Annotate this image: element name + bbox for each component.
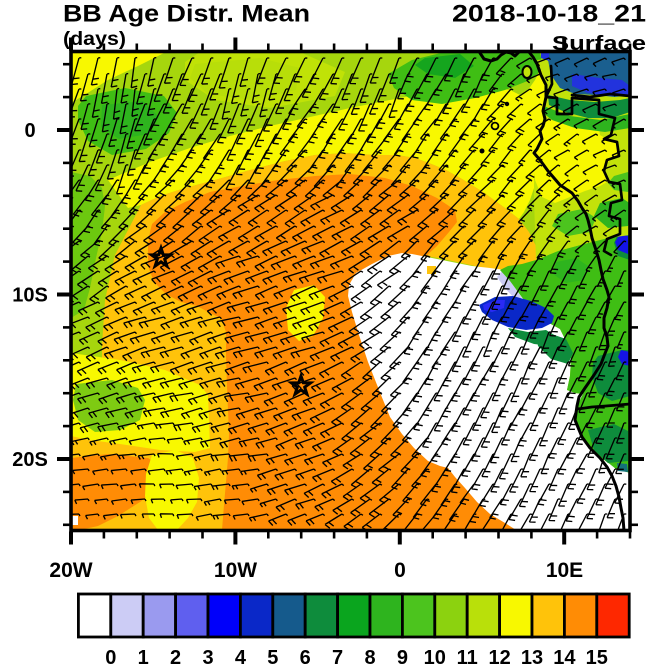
svg-text:Surface: Surface: [552, 33, 646, 55]
svg-text:10S: 10S: [12, 285, 48, 307]
svg-text:20W: 20W: [49, 559, 92, 582]
svg-text:8: 8: [364, 647, 375, 667]
svg-text:15: 15: [586, 647, 608, 667]
svg-text:13: 13: [521, 647, 543, 667]
svg-text:5: 5: [267, 647, 278, 667]
svg-text:11: 11: [457, 647, 478, 667]
svg-text:(days): (days): [63, 29, 126, 50]
svg-text:0: 0: [24, 120, 35, 142]
svg-text:20S: 20S: [12, 449, 48, 471]
svg-text:10W: 10W: [214, 559, 257, 582]
svg-text:BB Age Distr. Mean: BB Age Distr. Mean: [63, 1, 310, 28]
svg-text:12: 12: [488, 647, 510, 667]
svg-text:6: 6: [300, 647, 311, 667]
svg-text:10: 10: [424, 647, 446, 667]
svg-text:2: 2: [170, 647, 181, 667]
svg-text:0: 0: [394, 559, 406, 582]
svg-text:9: 9: [397, 647, 408, 667]
svg-text:4: 4: [235, 647, 247, 667]
svg-text:14: 14: [553, 647, 576, 667]
svg-text:0: 0: [105, 647, 116, 667]
svg-text:2018-10-18_21: 2018-10-18_21: [452, 1, 646, 28]
svg-text:7: 7: [332, 647, 343, 667]
svg-text:3: 3: [202, 647, 213, 667]
svg-text:10E: 10E: [546, 559, 583, 582]
svg-text:1: 1: [138, 647, 149, 667]
